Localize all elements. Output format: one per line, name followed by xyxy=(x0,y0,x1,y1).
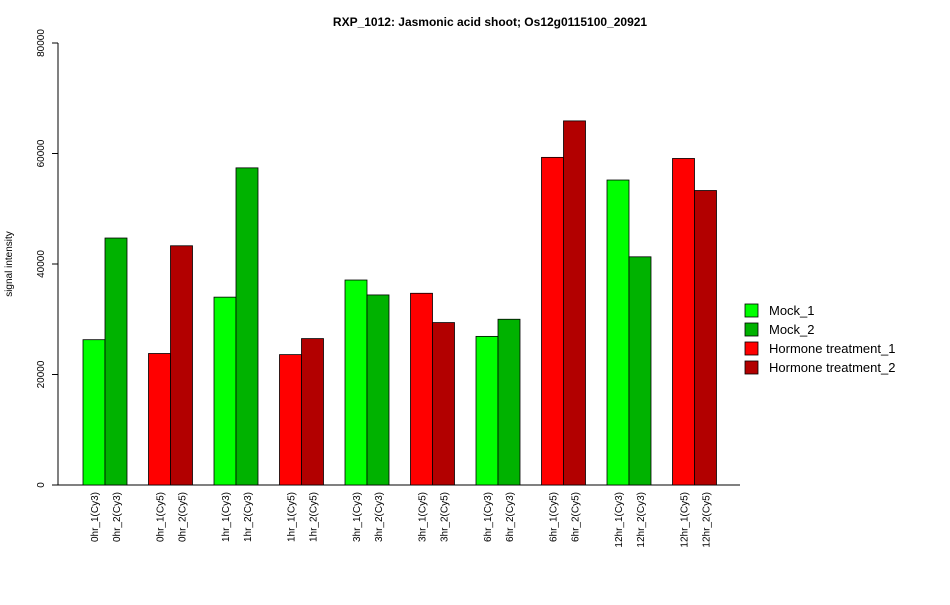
bar-12hr_2(Cy3) xyxy=(628,256,652,486)
bar-0hr_1(Cy3) xyxy=(82,339,106,486)
bar-1hr_1(Cy5) xyxy=(279,354,302,486)
legend-label: Hormone treatment_2 xyxy=(769,360,895,375)
bar-12hr_2(Cy5) xyxy=(694,190,717,486)
legend-swatch xyxy=(744,322,759,337)
bar-3hr_2(Cy3) xyxy=(366,294,390,486)
legend-label: Hormone treatment_1 xyxy=(769,341,895,356)
x-tick-label: 6hr_2(Cy3) xyxy=(505,492,516,542)
bar-6hr_2(Cy3) xyxy=(497,318,521,486)
bar-1hr_1(Cy3) xyxy=(213,296,237,486)
x-tick-label: 12hr_1(Cy5) xyxy=(680,492,691,548)
legend-swatch xyxy=(744,303,759,318)
bar-1hr_2(Cy5) xyxy=(301,338,324,486)
category-labels: 0hr_1(Cy3) 0hr_2(Cy3) 0hr_1(Cy5) 0hr_2(Cy5)… xyxy=(90,492,713,548)
y-tick-label: 60000 xyxy=(36,139,47,167)
legend-label: Mock_2 xyxy=(769,322,815,337)
bar-12hr_1(Cy3) xyxy=(606,179,630,486)
bars-layer xyxy=(82,120,717,486)
x-tick-label: 1hr_2(Cy3) xyxy=(243,492,254,542)
y-axis-label: signal intensity xyxy=(4,231,15,297)
bar-0hr_2(Cy3) xyxy=(104,237,128,486)
y-tick-label: 80000 xyxy=(36,29,47,57)
x-tick-label: 12hr_2(Cy5) xyxy=(702,492,713,548)
x-tick-label: 1hr_2(Cy5) xyxy=(309,492,320,542)
x-tick-label: 6hr_1(Cy3) xyxy=(483,492,494,542)
x-tick-label: 0hr_2(Cy5) xyxy=(178,492,189,542)
bar-0hr_2(Cy5) xyxy=(170,245,193,486)
y-tick-label: 0 xyxy=(36,482,47,488)
x-tick-label: 3hr_1(Cy5) xyxy=(418,492,429,542)
y-tick-label: 40000 xyxy=(36,250,47,278)
bar-6hr_1(Cy5) xyxy=(541,156,564,486)
x-tick-label: 0hr_1(Cy3) xyxy=(90,492,101,542)
bar-12hr_1(Cy5) xyxy=(672,158,695,486)
chart-title: RXP_1012: Jasmonic acid shoot; Os12g0115… xyxy=(333,15,648,29)
legend: Mock_1 Mock_2 Hormone treatment_1 Hormone t… xyxy=(744,303,895,375)
legend-label: Mock_1 xyxy=(769,303,815,318)
x-tick-label: 3hr_1(Cy3) xyxy=(352,492,363,542)
x-tick-label: 1hr_1(Cy5) xyxy=(287,492,298,542)
legend-swatch xyxy=(744,341,759,356)
x-tick-label: 6hr_2(Cy5) xyxy=(571,492,582,542)
x-tick-label: 3hr_2(Cy5) xyxy=(440,492,451,542)
bar-3hr_1(Cy5) xyxy=(410,292,433,486)
bar-3hr_1(Cy3) xyxy=(344,279,368,486)
x-tick-label: 1hr_1(Cy3) xyxy=(221,492,232,542)
y-axis: 0 20000 40000 60000 80000 xyxy=(36,29,59,488)
x-tick-label: 12hr_1(Cy3) xyxy=(614,492,625,548)
bar-1hr_2(Cy3) xyxy=(235,167,259,486)
x-tick-label: 0hr_2(Cy3) xyxy=(112,492,123,542)
bar-6hr_1(Cy3) xyxy=(475,335,499,486)
bar-6hr_2(Cy5) xyxy=(563,120,586,486)
bar-0hr_1(Cy5) xyxy=(148,353,171,486)
bar-3hr_2(Cy5) xyxy=(432,322,455,486)
x-tick-label: 6hr_1(Cy5) xyxy=(549,492,560,542)
y-tick-label: 20000 xyxy=(36,360,47,388)
x-tick-label: 12hr_2(Cy3) xyxy=(636,492,647,548)
x-tick-label: 0hr_1(Cy5) xyxy=(156,492,167,542)
x-tick-label: 3hr_2(Cy3) xyxy=(374,492,385,542)
legend-swatch xyxy=(744,360,759,375)
